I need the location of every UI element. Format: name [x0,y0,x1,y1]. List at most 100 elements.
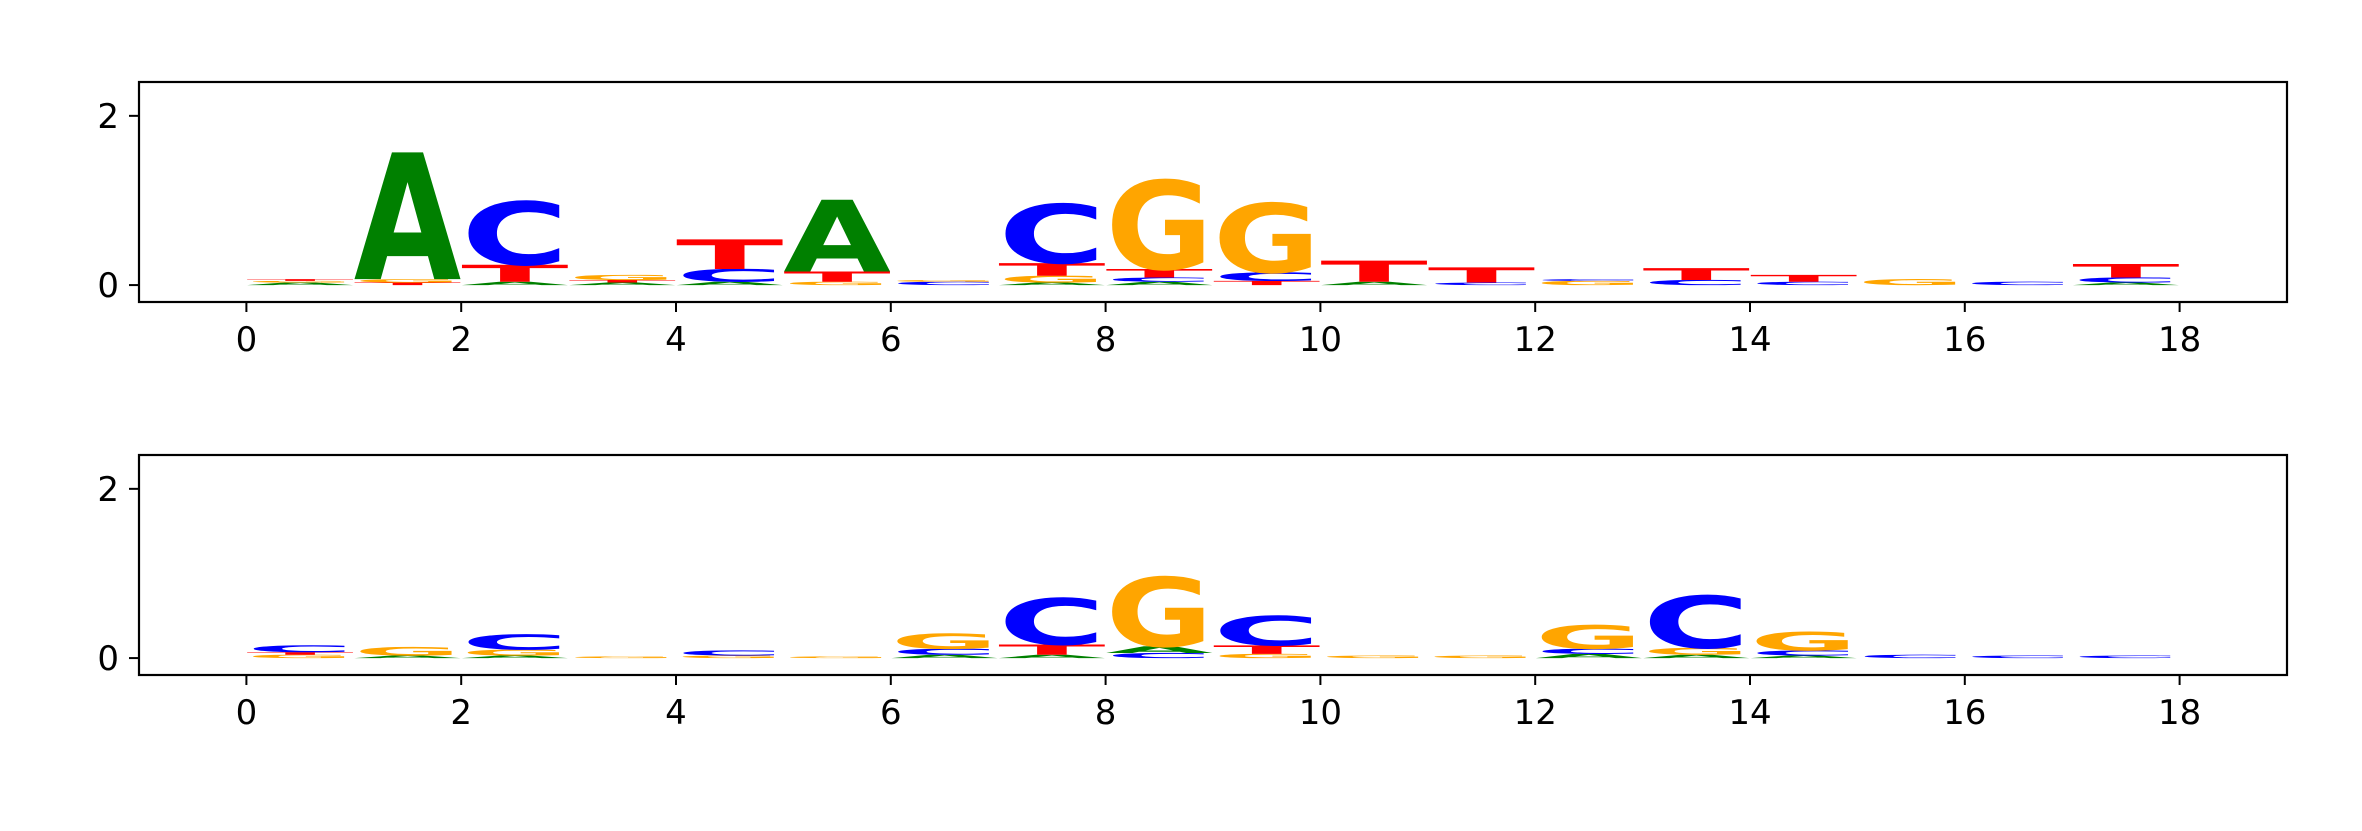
logo-letter-A: A [891,654,998,659]
x-tick-label: 14 [1728,320,1771,360]
logo-letter-C: C [891,281,998,286]
logo-letter-T: T [1428,263,1535,287]
logo-letter-C: C [1535,279,1642,282]
logo-letter-C: C [1428,282,1535,286]
logo-letter-G: G [1750,627,1857,656]
logo-letter-C: C [2072,655,2179,659]
logo-letter-G: G [1320,655,1427,659]
y-tick-label: 0 [97,266,119,306]
logo-letter-A: A [1535,653,1642,660]
y-tick-label: 0 [97,639,119,679]
logo-letter-A: A [1750,655,1857,659]
logo-letter-C: C [1965,281,2072,286]
x-tick-label: 8 [1095,693,1117,733]
logo-letter-G: G [1535,280,1642,287]
logo-letter-C: C [891,647,998,656]
logo-letter-A: A [1106,645,1213,656]
logo-letter-C: C [1750,649,1857,657]
logo-letter-T: T [1750,273,1857,284]
logo-letter-G: G [998,274,1105,285]
x-tick-label: 6 [880,693,902,733]
logo-letter-T: T [1643,265,1750,284]
logo-letter-T: T [354,282,461,286]
logo-letter-C: C [1213,608,1320,655]
logo-letter-A: A [461,655,568,659]
logo-letter-A: A [354,655,461,659]
logo-letter-T: T [1213,280,1320,287]
logo-letter-G: G [246,280,353,283]
logo-letter-T: T [461,260,569,287]
logo-letter-C: C [2072,276,2179,284]
logo-letter-T: T [998,260,1105,280]
logo-letter-G: G [569,656,676,659]
logo-letter-C: C [998,188,1105,283]
axes-frame [137,453,2289,677]
logo-letter-A: A [1320,281,1427,286]
logo-letter-C: C [1643,279,1750,287]
x-tick-label: 16 [1943,693,1986,733]
x-tick-label: 10 [1299,320,1342,360]
logo-letter-G: G [1643,646,1750,657]
x-tick-label: 4 [665,320,687,360]
logo-letter-C: C [1535,647,1642,655]
logo-letter-G: G [569,274,676,282]
logo-letter-A: A [461,281,568,286]
logo-letter-A: A [569,282,676,286]
logo-letter-G: G [354,645,461,658]
logo-letter-C: C [1857,654,1964,659]
logo-letter-T: T [1213,643,1320,656]
logo-letter-C: C [1106,652,1213,660]
logo-letter-A: A [2072,282,2179,286]
logo-letter-G: G [1106,558,1213,669]
logo-letter-T: T [246,279,353,282]
logo-letter-G: G [354,278,461,283]
logo-letter-C: C [461,185,568,286]
x-tick-label: 0 [236,320,258,360]
logo-letter-G: G [783,656,890,659]
logo-letter-C: C [246,644,353,655]
logo-letter-C: C [461,630,568,654]
x-tick-label: 0 [236,693,258,733]
logo-letter-A: A [354,119,461,321]
x-tick-label: 18 [2158,320,2201,360]
logo-letter-T: T [676,232,783,279]
y-tick-label: 2 [97,97,119,137]
logo-letter-A: A [676,281,783,286]
y-tick-label: 2 [97,470,119,510]
logo-letter-G: G [246,654,353,659]
logo-letter-G: G [676,655,783,659]
x-tick-label: 12 [1514,693,1557,733]
logo-letter-G: G [783,281,890,286]
logo-letter-G: G [1857,278,1964,287]
logo-letter-A: A [998,282,1105,286]
x-tick-label: 4 [665,693,687,733]
logo-letter-C: C [676,649,783,657]
axes-frame [137,80,2289,304]
logo-letter-C: C [676,266,783,286]
logo-letter-G: G [891,280,998,283]
logo-letter-A: A [998,654,1105,659]
logo-letter-T: T [569,279,676,283]
logo-letter-C: C [1106,276,1213,283]
x-tick-label: 16 [1943,320,1986,360]
x-tick-label: 2 [450,320,472,360]
x-tick-label: 10 [1299,693,1342,733]
logo-letter-T: T [1106,267,1213,280]
logo-letter-C: C [1213,270,1320,283]
x-tick-label: 12 [1514,320,1557,360]
logo-letter-T: T [783,269,890,285]
logo-letter-C: C [1965,655,2072,659]
logo-letter-T: T [246,652,353,656]
logo-letter-G: G [1213,184,1320,295]
logo-letter-T: T [2072,260,2179,282]
logo-letter-T: T [998,642,1105,658]
logo-letter-C: C [1643,582,1750,666]
x-tick-label: 8 [1095,320,1117,360]
logo-letter-G: G [1428,655,1535,659]
logo-letter-A: A [783,181,890,296]
